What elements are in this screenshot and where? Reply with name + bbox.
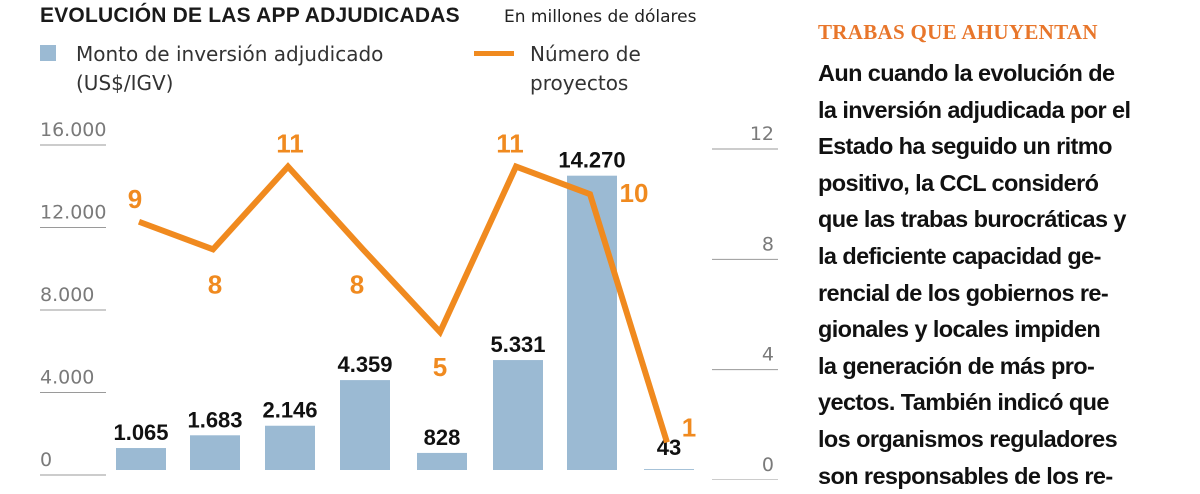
legend-swatch-line [474, 51, 514, 56]
bar-value-label: 5.331 [490, 332, 545, 357]
sidebar-line: Aun cuando la evolución de [818, 60, 1115, 86]
line-point-label: 8 [350, 269, 364, 299]
y-right-tick-label: 8 [762, 233, 774, 255]
sidebar-line: los organismos reguladores [818, 425, 1118, 452]
y-right-tick-label: 0 [762, 454, 774, 476]
y-left-tick-label: 12.000 [40, 202, 106, 224]
bar-value-label: 1.065 [113, 420, 168, 445]
sidebar-line: la inversión adjudicada por el [818, 96, 1131, 123]
legend-label-bar: Monto de inversión adjudicado (US$/IGV) [76, 42, 384, 95]
legend-label-line: Número de proyectos [530, 42, 641, 95]
bar [340, 380, 390, 470]
bar [190, 435, 240, 470]
y-left-tick-label: 8.000 [40, 284, 94, 306]
chart-plot: 0 4.000 8.000 12.000 16.000 0 4 8 12 1.065 1.683 2.… [40, 119, 778, 480]
y-left-tick-label: 16.000 [40, 119, 106, 141]
y-right-tick-label: 12 [750, 123, 774, 145]
legend-swatch-bar [40, 45, 56, 61]
bar [417, 452, 467, 470]
bar-value-label: 1.683 [187, 407, 242, 432]
line-point-label: 11 [496, 129, 524, 159]
line-point-label: 10 [620, 178, 649, 208]
bar-value-label: 14.270 [558, 148, 625, 173]
line-point-label: 8 [208, 269, 222, 299]
line-point-label: 1 [682, 412, 696, 442]
sidebar-line: positivo, la CCL consideró [818, 169, 1099, 196]
sidebar-line: gionales y locales impiden [818, 316, 1101, 343]
bar [644, 469, 694, 470]
bar-value-label: 4.359 [337, 352, 392, 377]
bar-value-label: 2.146 [262, 398, 317, 423]
bar-value-label: 828 [424, 425, 461, 450]
y-right-tick-label: 4 [762, 344, 774, 366]
sidebar-heading: TRABAS QUE AHUYENTAN [818, 20, 1098, 44]
sidebar-line: que las trabas burocráticas y [818, 206, 1126, 233]
bar [116, 448, 166, 470]
y-left-tick-label: 4.000 [40, 367, 94, 389]
sidebar-line: Estado ha seguido un ritmo [818, 133, 1112, 160]
chart-subtitle: En millones de dólares [504, 7, 697, 27]
chart-title: EVOLUCIÓN DE LAS APP ADJUDICADAS [40, 4, 460, 27]
line-point-label: 9 [128, 184, 142, 214]
bar [567, 175, 617, 470]
sidebar-line: la deficiente capacidad ge- [818, 242, 1101, 269]
line-point-label: 11 [276, 129, 304, 159]
y-left-tick-label: 0 [40, 449, 52, 471]
sidebar-line: la generación de más pro- [818, 352, 1095, 379]
sidebar-line: yectos. También indicó que [818, 389, 1109, 416]
bar [265, 425, 315, 470]
sidebar-body: Aun cuando la evolución de la inversión … [818, 55, 1170, 494]
line-series [137, 162, 670, 444]
sidebar-line: son responsables de los re- [818, 462, 1113, 489]
bar [493, 360, 543, 470]
sidebar-line: rencial de los gobiernos re- [818, 279, 1109, 306]
line-point-label: 5 [433, 352, 447, 382]
